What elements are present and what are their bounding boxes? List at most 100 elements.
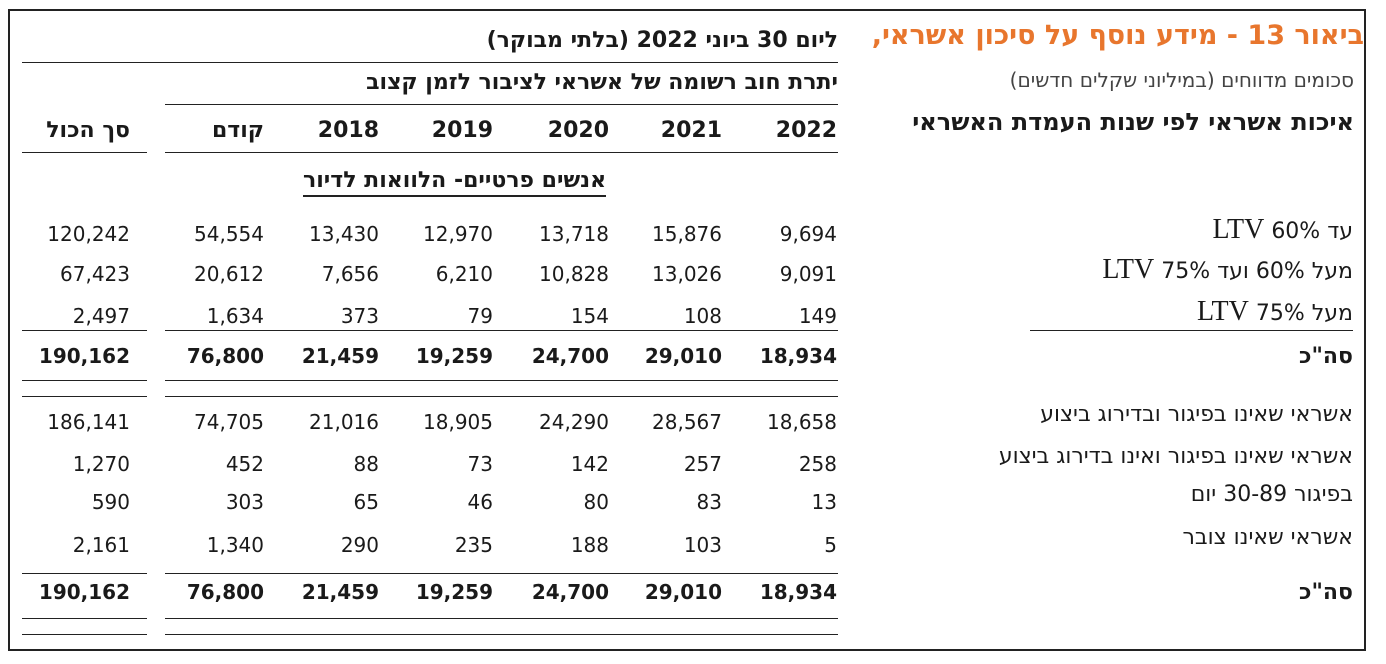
row-label-text: מעל 75% (1255, 301, 1353, 326)
table-cell: 9,091 (779, 262, 837, 286)
rule (165, 618, 838, 619)
table-cell: 120,242 (47, 222, 130, 246)
row-label-text: אשראי שאינו בפיגור ובדירוג ביצוע (1040, 402, 1353, 427)
table-cell: 13,026 (652, 262, 722, 286)
table-cell: 65 (353, 490, 379, 514)
group-header: יתרת חוב רשומה של אשראי לציבור לזמן קצוב (366, 70, 838, 95)
date-header: ליום 30 ביוני 2022 (בלתי מבוקר) (486, 28, 838, 53)
table-cell: 452 (225, 452, 264, 476)
table-cell: 6,210 (435, 262, 493, 286)
row-label: אשראי שאינו בפיגור ואינו בדירוג ביצוע (999, 444, 1353, 469)
table-cell: 76,800 (186, 580, 264, 604)
table-cell: 590 (91, 490, 130, 514)
table-cell: 18,934 (759, 580, 837, 604)
table-cell: 83 (696, 490, 722, 514)
table-cell: 54,554 (194, 222, 264, 246)
table-cell: 29,010 (644, 580, 722, 604)
table-cell: 13,430 (309, 222, 379, 246)
rule (165, 380, 838, 381)
table-cell: 2,497 (72, 304, 130, 328)
note-subtitle: סכומים מדווחים (במיליוני שקלים חדשים) (1009, 68, 1354, 92)
section-title: איכות אשראי לפי שנות העמדת האשראי (912, 108, 1354, 136)
rule (165, 634, 838, 635)
row-label: מעל 60% ועד 75% LTV (1102, 254, 1353, 286)
rule (22, 618, 147, 619)
table-cell: 188 (570, 533, 609, 557)
subgroup-header: אנשים פרטיים- הלוואות לדיור (303, 168, 607, 197)
table-cell: 19,259 (415, 344, 493, 368)
column-header: 2022 (775, 118, 837, 143)
table-cell: 18,905 (423, 410, 493, 434)
row-label-text: עד 60% (1271, 219, 1353, 244)
table-cell: 28,567 (652, 410, 722, 434)
rule (22, 380, 147, 381)
table-cell: 15,876 (652, 222, 722, 246)
table-cell: 20,612 (194, 262, 264, 286)
row-label: סה"כ (1299, 344, 1353, 369)
rule (1030, 330, 1353, 331)
rule (165, 104, 838, 105)
table-cell: 21,459 (301, 580, 379, 604)
row-label-text: סה"כ (1299, 344, 1353, 369)
row-label-text: אשראי שאינו בפיגור ואינו בדירוג ביצוע (998, 444, 1353, 469)
column-header: סך הכול (46, 118, 130, 143)
table-cell: 1,270 (72, 452, 130, 476)
table-cell: 149 (798, 304, 837, 328)
table-cell: 12,970 (423, 222, 493, 246)
table-cell: 24,700 (531, 580, 609, 604)
table-cell: 190,162 (38, 344, 130, 368)
table-cell: 2,161 (72, 533, 130, 557)
table-cell: 29,010 (644, 344, 722, 368)
table-cell: 1,340 (206, 533, 264, 557)
row-label: אשראי שאינו צובר (1182, 525, 1353, 550)
row-label-text: בפיגור 30-89 יום (1190, 482, 1353, 507)
table-cell: 19,259 (415, 580, 493, 604)
rule (22, 573, 147, 574)
table-cell: 1,634 (206, 304, 264, 328)
table-cell: 79 (467, 304, 493, 328)
row-label-text: מעל 60% ועד 75% (1161, 259, 1353, 284)
table-cell: 18,658 (767, 410, 837, 434)
table-cell: 76,800 (186, 344, 264, 368)
column-header: 2018 (317, 118, 379, 143)
row-label: סה"כ (1299, 580, 1353, 605)
row-label-text: אשראי שאינו צובר (1182, 525, 1353, 550)
table-cell: 21,016 (309, 410, 379, 434)
ltv-label: LTV (1102, 254, 1162, 285)
table-cell: 21,459 (301, 344, 379, 368)
table-cell: 46 (467, 490, 493, 514)
rule (165, 573, 838, 574)
table-cell: 142 (570, 452, 609, 476)
table-cell: 10,828 (539, 262, 609, 286)
table-cell: 9,694 (779, 222, 837, 246)
table-cell: 24,700 (531, 344, 609, 368)
table-cell: 108 (683, 304, 722, 328)
table-cell: 303 (225, 490, 264, 514)
table-cell: 5 (824, 533, 837, 557)
table-cell: 190,162 (38, 580, 130, 604)
row-label: עד 60% LTV (1212, 214, 1353, 246)
table-cell: 103 (683, 533, 722, 557)
rule (165, 330, 838, 331)
table-cell: 74,705 (194, 410, 264, 434)
rule (165, 152, 838, 153)
table-cell: 7,656 (321, 262, 379, 286)
row-label: אשראי שאינו בפיגור ובדירוג ביצוע (1040, 402, 1353, 427)
table-cell: 290 (340, 533, 379, 557)
table-cell: 154 (570, 304, 609, 328)
column-header: קודם (211, 118, 264, 143)
row-label: מעל 75% LTV (1197, 296, 1353, 328)
table-cell: 258 (798, 452, 837, 476)
rule (165, 396, 838, 397)
column-header: 2020 (547, 118, 609, 143)
rule (22, 152, 147, 153)
column-header: 2021 (660, 118, 722, 143)
rule (22, 634, 147, 635)
rule (22, 62, 838, 63)
table-cell: 373 (340, 304, 379, 328)
table-cell: 18,934 (759, 344, 837, 368)
table-cell: 67,423 (60, 262, 130, 286)
table-cell: 13 (811, 490, 837, 514)
row-label: בפיגור 30-89 יום (1191, 482, 1353, 507)
table-cell: 24,290 (539, 410, 609, 434)
